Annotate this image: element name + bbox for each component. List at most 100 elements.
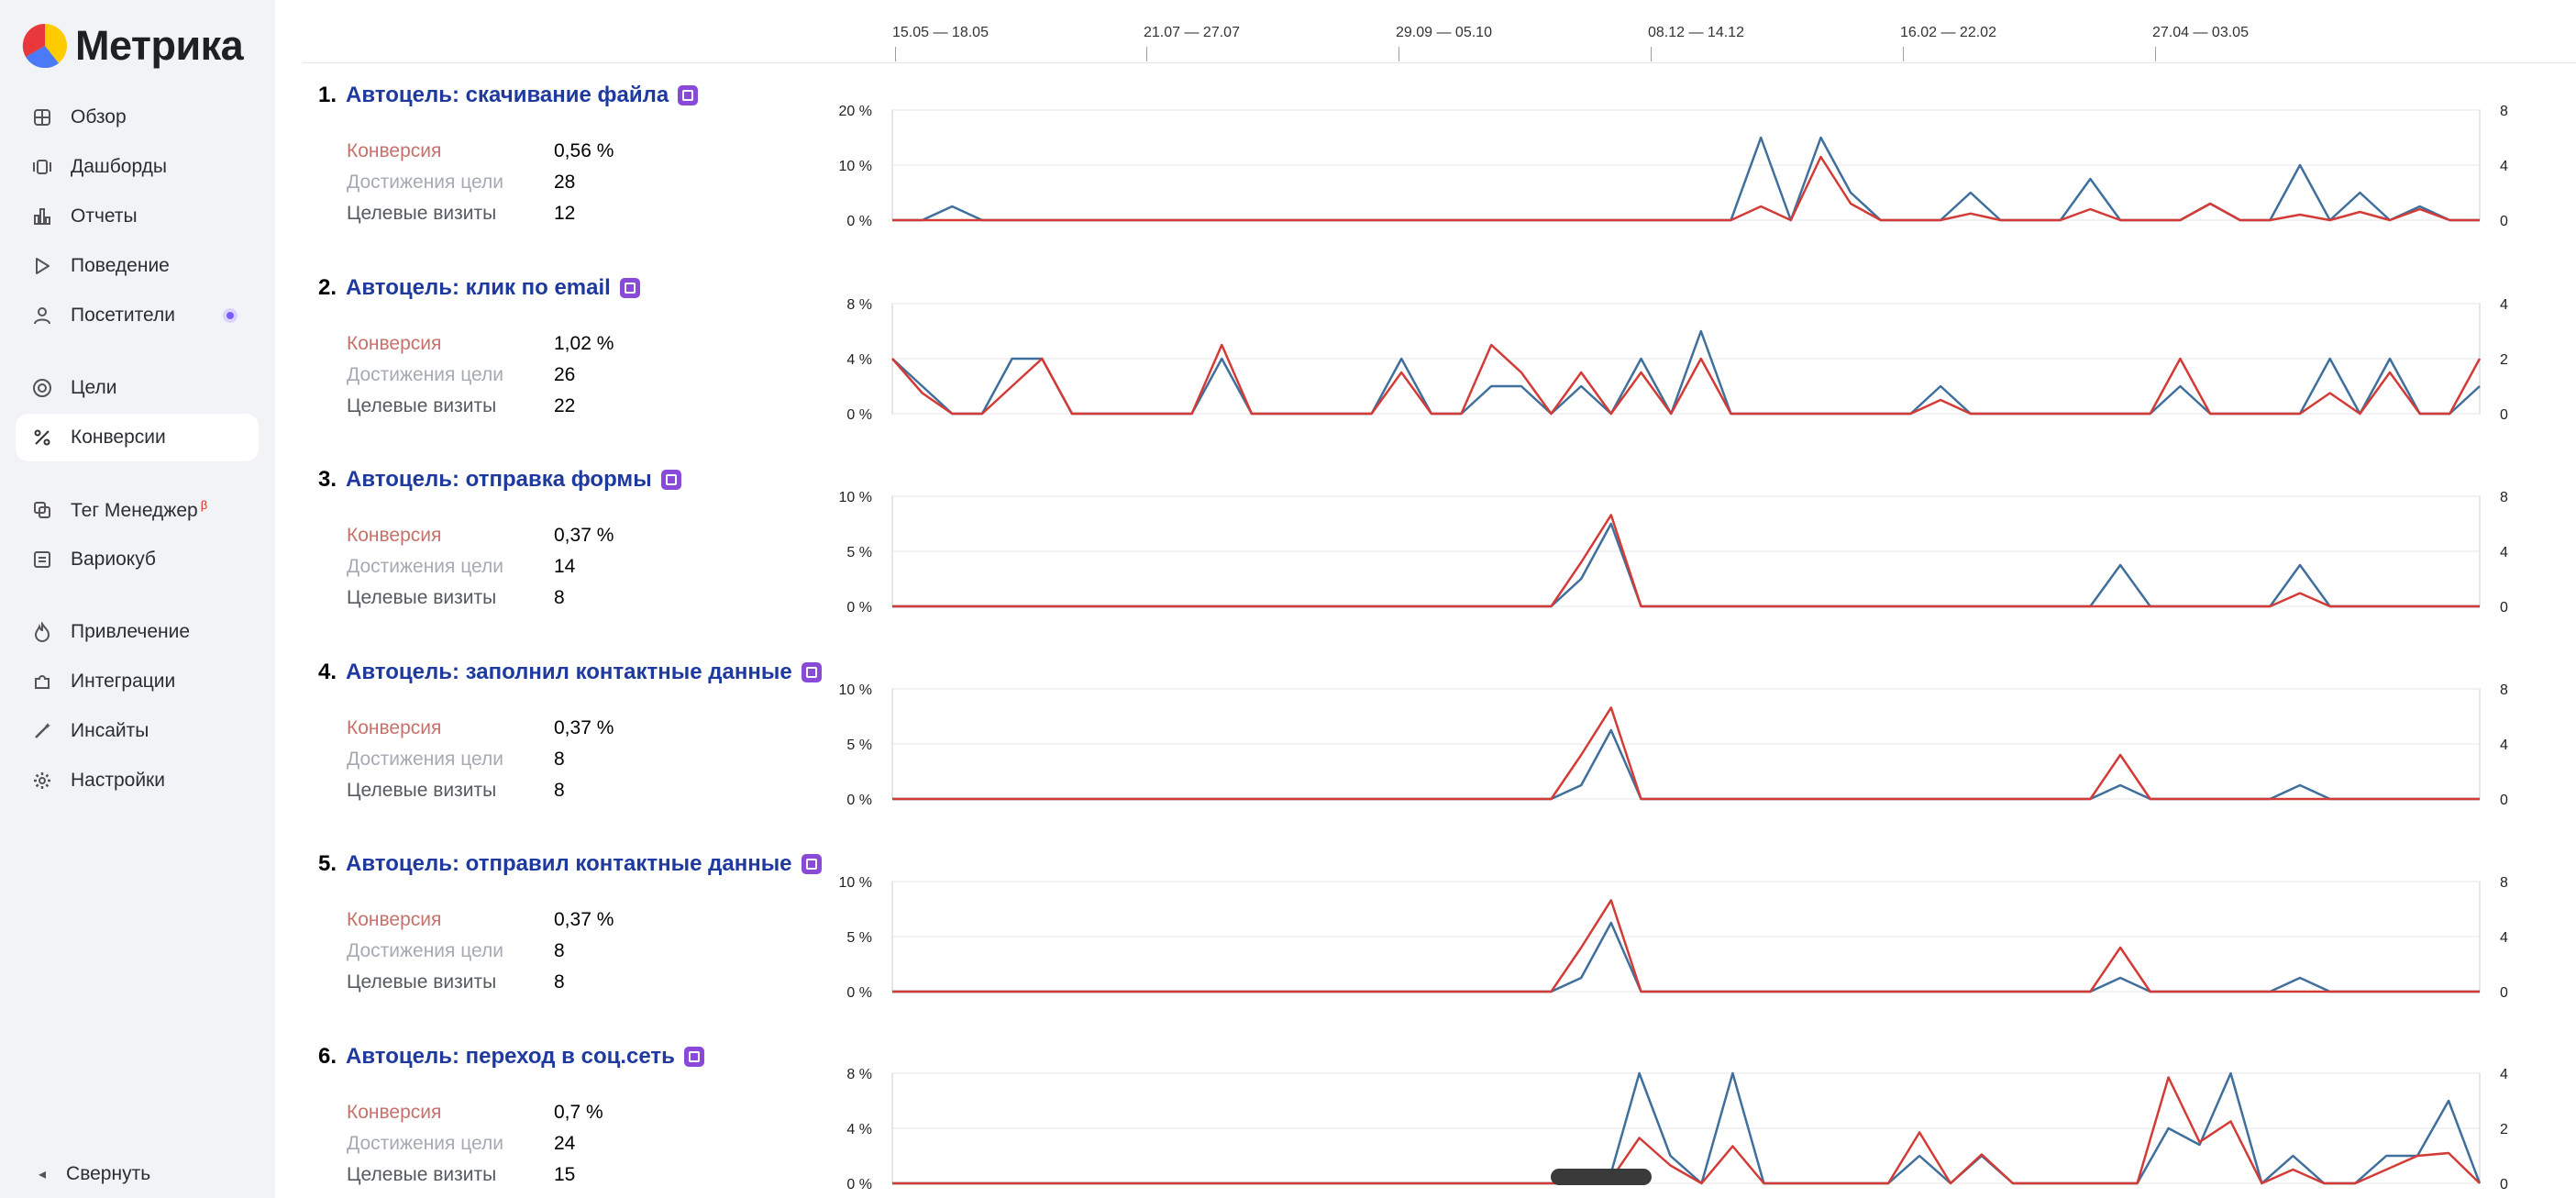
sidebar-item-label: Посетители [71,305,175,326]
gear-icon [32,771,52,791]
visits-value: 8 [554,971,565,993]
horizontal-scrollbar-thumb[interactable] [1551,1169,1652,1185]
goal-link[interactable]: Автоцель: переход в соц.сеть [346,1044,675,1069]
goal-link[interactable]: Автоцель: отправил контактные данные [346,851,792,876]
sidebar-item-7[interactable]: Конверсии [16,414,259,461]
goal-chart-3: 10 % 5 % 0 % 8 4 0 [839,490,2508,616]
conversion-series-line [892,155,2480,222]
goal-title-5: 5. Автоцель: отправил контактные данные [318,849,822,880]
conversion-label: Конверсия [347,717,442,738]
download-icon [678,85,699,105]
goal-link[interactable]: Автоцель: клик по email [346,275,611,300]
sidebar-item-9[interactable]: Вариокуб [16,536,259,583]
logo[interactable]: Метрика [22,20,244,72]
conversion-series-line [891,343,2482,416]
sidebar: Метрика Обзор Дашборды Отчеты Поведение Посе… [0,0,275,1198]
left-axis-tick-label: 10 % [839,490,872,505]
visits-value: 15 [554,1164,576,1185]
magic-wand-icon [32,721,52,741]
metrika-logo-icon [22,23,67,69]
sidebar-item-5[interactable]: Посетители [16,292,259,339]
right-axis-tick-label: 4 [2500,159,2508,174]
target-icon [32,378,52,398]
goal-link[interactable]: Автоцель: отправка формы [346,467,652,492]
achievements-value: 28 [554,172,576,193]
conversion-value: 0,7 % [554,1102,603,1123]
sidebar-item-label: Настройки [71,770,165,791]
main-content: 15.05 — 18.05 21.07 — 27.07 29.09 — 05.10 0… [275,0,2576,1198]
goal-link[interactable]: Автоцель: заполнил контактные данные [346,660,792,684]
chevron-left-icon: ◂ [39,1167,47,1182]
conversion-value: 1,02 % [554,333,614,354]
sidebar-item-10[interactable]: Привлечение [16,608,259,656]
sidebar-item-label: Привлечение [71,621,191,642]
timeline-label: 29.09 — 05.10 [1396,25,1492,40]
right-axis-tick-label: 0 [2500,407,2508,423]
play-icon [32,256,52,276]
conversion-label: Конверсия [347,909,442,930]
visits-label: Целевые визиты [347,587,497,608]
sidebar-item-8[interactable]: Тег Менеджер β [16,486,259,534]
goal-number: 6. [318,1044,337,1069]
sidebar-item-6[interactable]: Цели [16,364,259,412]
achievements-label: Достижения цели [347,364,504,385]
right-axis-tick-label: 2 [2500,1122,2508,1137]
percent-icon [32,427,52,448]
goal-chart-6: 8 % 4 % 0 % 4 2 0 [846,1067,2508,1192]
right-axis-tick-label: 0 [2500,793,2508,808]
right-axis-tick-label: 0 [2500,985,2508,1001]
goal-title-6: 6. Автоцель: переход в соц.сеть [318,1041,704,1072]
visits-series-line [892,136,2480,222]
sidebar-item-1[interactable]: Обзор [16,94,259,141]
right-axis-tick-label: 8 [2500,682,2508,698]
collapse-sidebar-button[interactable]: ◂ Свернуть [39,1163,150,1185]
goal-title-2: 2. Автоцель: клик по email [318,272,640,304]
sidebar-item-2[interactable]: Дашборды [16,143,259,191]
sidebar-item-12[interactable]: Инсайты [16,707,259,755]
grid-icon [32,107,52,128]
right-axis-tick-label: 2 [2500,352,2508,368]
right-axis-tick-label: 4 [2500,1067,2508,1082]
visits-label: Целевые визиты [347,395,497,416]
right-axis-tick-label: 8 [2500,490,2508,505]
goal-chart-1: 20 % 10 % 0 % 8 4 0 [839,104,2508,229]
sidebar-item-label: Дашборды [71,156,167,177]
right-axis-tick-label: 0 [2500,214,2508,229]
form-icon [660,470,681,490]
achievements-label: Достижения цели [347,940,504,961]
left-axis-tick-label: 10 % [839,875,872,891]
left-axis-tick-label: 0 % [846,1177,872,1192]
goal-number: 1. [318,83,337,107]
goal-number: 5. [318,851,337,876]
conversion-label: Конверсия [347,140,442,161]
puzzle-icon [32,671,52,692]
sidebar-item-label: Инсайты [71,720,149,741]
achievements-label: Достижения цели [347,172,504,193]
sidebar-item-label: Отчеты [71,205,138,227]
left-axis-tick-label: 20 % [839,104,872,119]
sidebar-item-13[interactable]: Настройки [16,757,259,804]
sidebar-item-11[interactable]: Интеграции [16,658,259,705]
timeline-tick [1903,47,1904,61]
left-axis-tick-label: 5 % [846,545,872,560]
achievements-label: Достижения цели [347,1133,504,1154]
sidebar-item-label: Конверсии [71,427,166,448]
achievements-value: 8 [554,940,565,961]
conversion-series-line [892,1076,2481,1185]
left-axis-tick-label: 5 % [846,930,872,946]
right-axis-tick-label: 8 [2500,875,2508,891]
sidebar-item-4[interactable]: Поведение [16,242,259,290]
visits-label: Целевые визиты [347,1164,497,1185]
left-axis-tick-label: 0 % [846,985,872,1001]
goal-title-3: 3. Автоцель: отправка формы [318,464,681,495]
sidebar-item-label: Вариокуб [71,549,156,570]
sidebar-item-label: Цели [71,377,117,398]
goal-number: 3. [318,467,337,492]
visits-series-line [892,728,2480,801]
contact-card-icon [801,854,822,874]
goal-link[interactable]: Автоцель: скачивание файла [346,83,669,107]
left-axis-tick-label: 0 % [846,600,872,616]
achievements-value: 8 [554,749,565,770]
sidebar-item-3[interactable]: Отчеты [16,193,259,240]
left-axis-tick-label: 10 % [839,682,872,698]
